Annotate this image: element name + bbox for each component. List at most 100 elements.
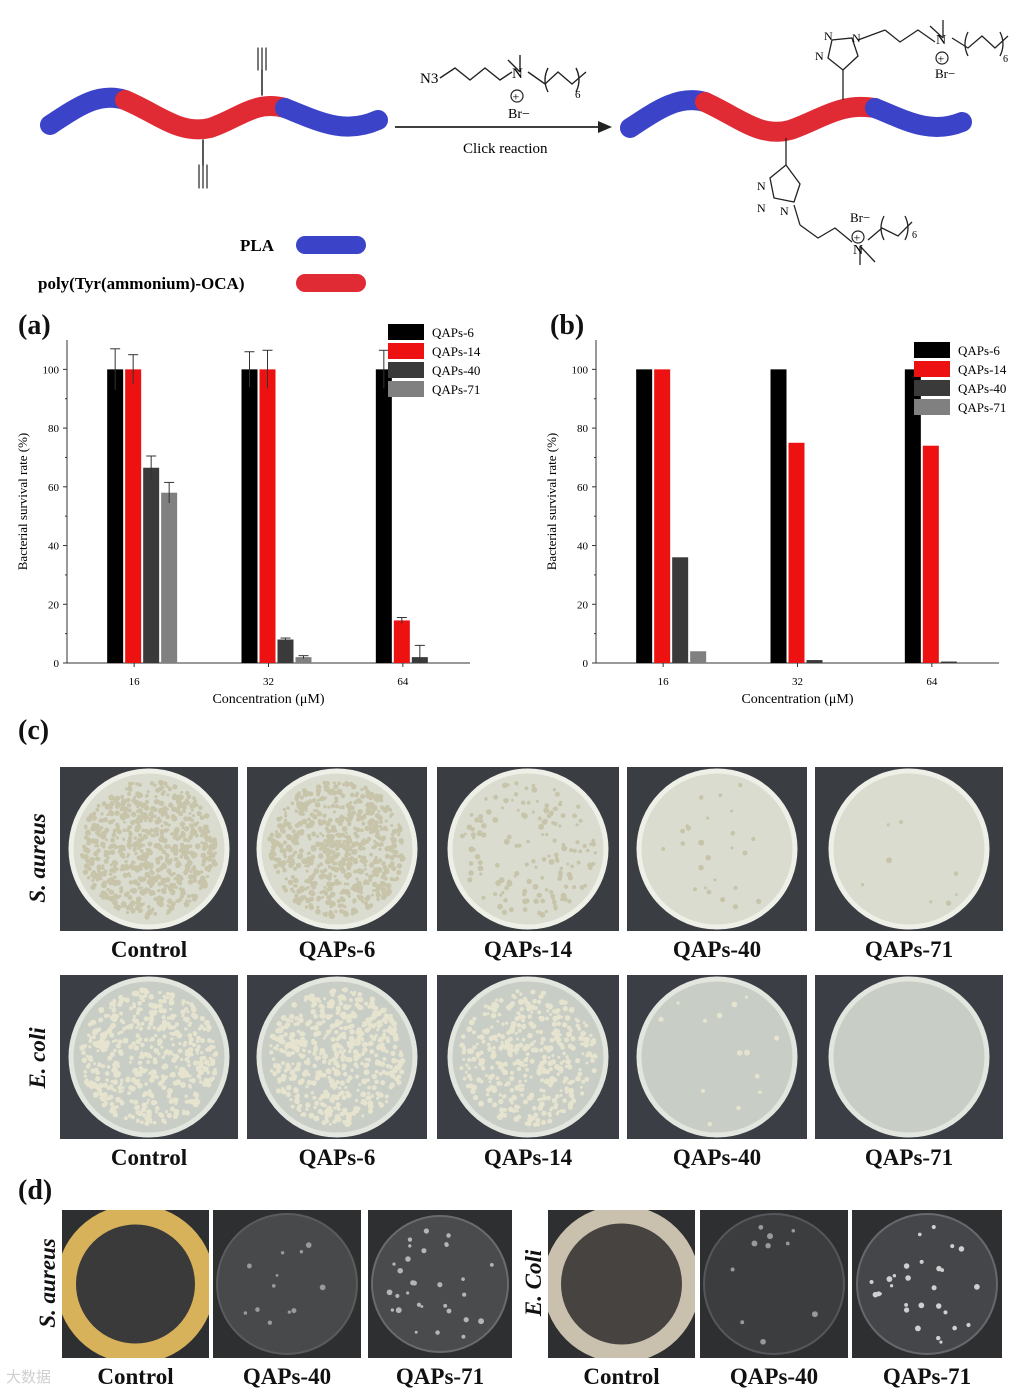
bar (958, 663, 975, 664)
colony-dot (353, 869, 357, 874)
colony-dot (785, 1241, 790, 1246)
colony-dot (100, 841, 106, 848)
colony-dot (333, 784, 339, 790)
x-tick-label: 64 (926, 676, 938, 688)
colony-dot (157, 1041, 162, 1046)
colony-dot (285, 834, 289, 838)
colony-dot (146, 1109, 152, 1115)
colony-dot (181, 999, 186, 1004)
colony-dot (860, 882, 865, 887)
colony-dot (156, 900, 160, 905)
colony-dot (374, 793, 379, 798)
colony-dot (316, 905, 320, 909)
colony-dot (368, 1040, 374, 1047)
colony-dot (354, 1098, 359, 1103)
colony-dot (943, 1310, 948, 1315)
colony-dot (567, 1064, 573, 1070)
colony-dot (192, 1031, 198, 1036)
colony-dot (283, 888, 289, 893)
colony-dot (535, 799, 539, 803)
colony-dot (194, 894, 198, 898)
colony-dot (127, 781, 133, 787)
colony-dot (331, 1043, 337, 1049)
colony-dot (190, 893, 195, 898)
colony-dot (142, 802, 148, 808)
colony-dot (188, 816, 192, 820)
plate-c-row1-3 (627, 767, 807, 931)
colony-dot (207, 1038, 212, 1043)
colony-dot (363, 1069, 370, 1076)
colony-dot (498, 997, 504, 1003)
colony-dot (479, 819, 484, 824)
colony-dot (319, 796, 324, 802)
colony-dot (358, 1083, 362, 1087)
colony-dot (467, 1026, 473, 1032)
colony-dot (304, 806, 308, 811)
colony-dot (167, 898, 173, 904)
colony-dot (384, 827, 389, 832)
plate-c-row1-1-label: QAPs-6 (298, 937, 376, 962)
colony-dot (333, 1070, 340, 1077)
colony-dot (391, 1057, 397, 1064)
colony-dot (137, 832, 143, 838)
colony-dot (122, 837, 126, 841)
colony-dot (499, 893, 503, 897)
colony-dot (361, 859, 367, 864)
colony-dot (109, 1051, 116, 1058)
colony-dot (145, 848, 149, 852)
colony-dot (183, 901, 190, 908)
colony-dot (330, 788, 336, 793)
colony-dot (313, 867, 320, 874)
colony-dot (101, 1033, 108, 1040)
colony-dot (515, 1059, 522, 1065)
colony-dot (903, 1307, 910, 1313)
colony-dot (336, 1043, 342, 1049)
colony-dot (468, 870, 474, 876)
colony-dot (328, 1058, 333, 1063)
colony-dot (115, 804, 120, 810)
colony-dot (84, 826, 88, 830)
colony-dot (506, 1006, 512, 1011)
colony-dot (397, 1062, 403, 1068)
colony-dot (186, 894, 192, 899)
colony-dot (181, 833, 186, 838)
colony-dot (124, 997, 130, 1003)
colony-dot (495, 1076, 500, 1081)
colony-dot (187, 1032, 193, 1038)
colony-dot (285, 1084, 292, 1091)
colony-dot (470, 832, 477, 838)
colony-dot (100, 812, 104, 816)
y-tick-label: 40 (48, 541, 60, 553)
colony-dot (138, 1026, 144, 1031)
colony-dot (350, 857, 355, 861)
colony-dot (151, 833, 156, 838)
legend-label: QAPs-71 (432, 382, 480, 397)
colony-dot (92, 826, 97, 832)
colony-dot (549, 1037, 555, 1043)
colony-dot (399, 1069, 405, 1075)
colony-dot (144, 871, 151, 878)
colony-dot (502, 782, 508, 789)
colony-dot (340, 1112, 344, 1116)
colony-dot (186, 859, 193, 866)
colony-dot (580, 1030, 587, 1037)
colony-dot (285, 1091, 291, 1098)
colony-dot (341, 1095, 347, 1101)
colony-dot (706, 889, 712, 895)
colony-dot (489, 1065, 495, 1070)
colony-dot (516, 1066, 522, 1072)
colony-dot (505, 1081, 511, 1087)
colony-dot (468, 846, 475, 853)
colony-dot (523, 1073, 528, 1078)
colony-dot (290, 801, 295, 806)
colony-dot (534, 865, 538, 869)
colony-dot (329, 891, 336, 897)
bar (125, 369, 142, 663)
colony-dot (129, 1099, 134, 1104)
colony-dot (523, 1099, 529, 1105)
colony-dot (493, 1085, 497, 1090)
colony-dot (108, 1006, 112, 1010)
colony-dot (364, 1057, 368, 1061)
colony-dot (201, 862, 206, 867)
colony-dot (388, 1064, 393, 1070)
